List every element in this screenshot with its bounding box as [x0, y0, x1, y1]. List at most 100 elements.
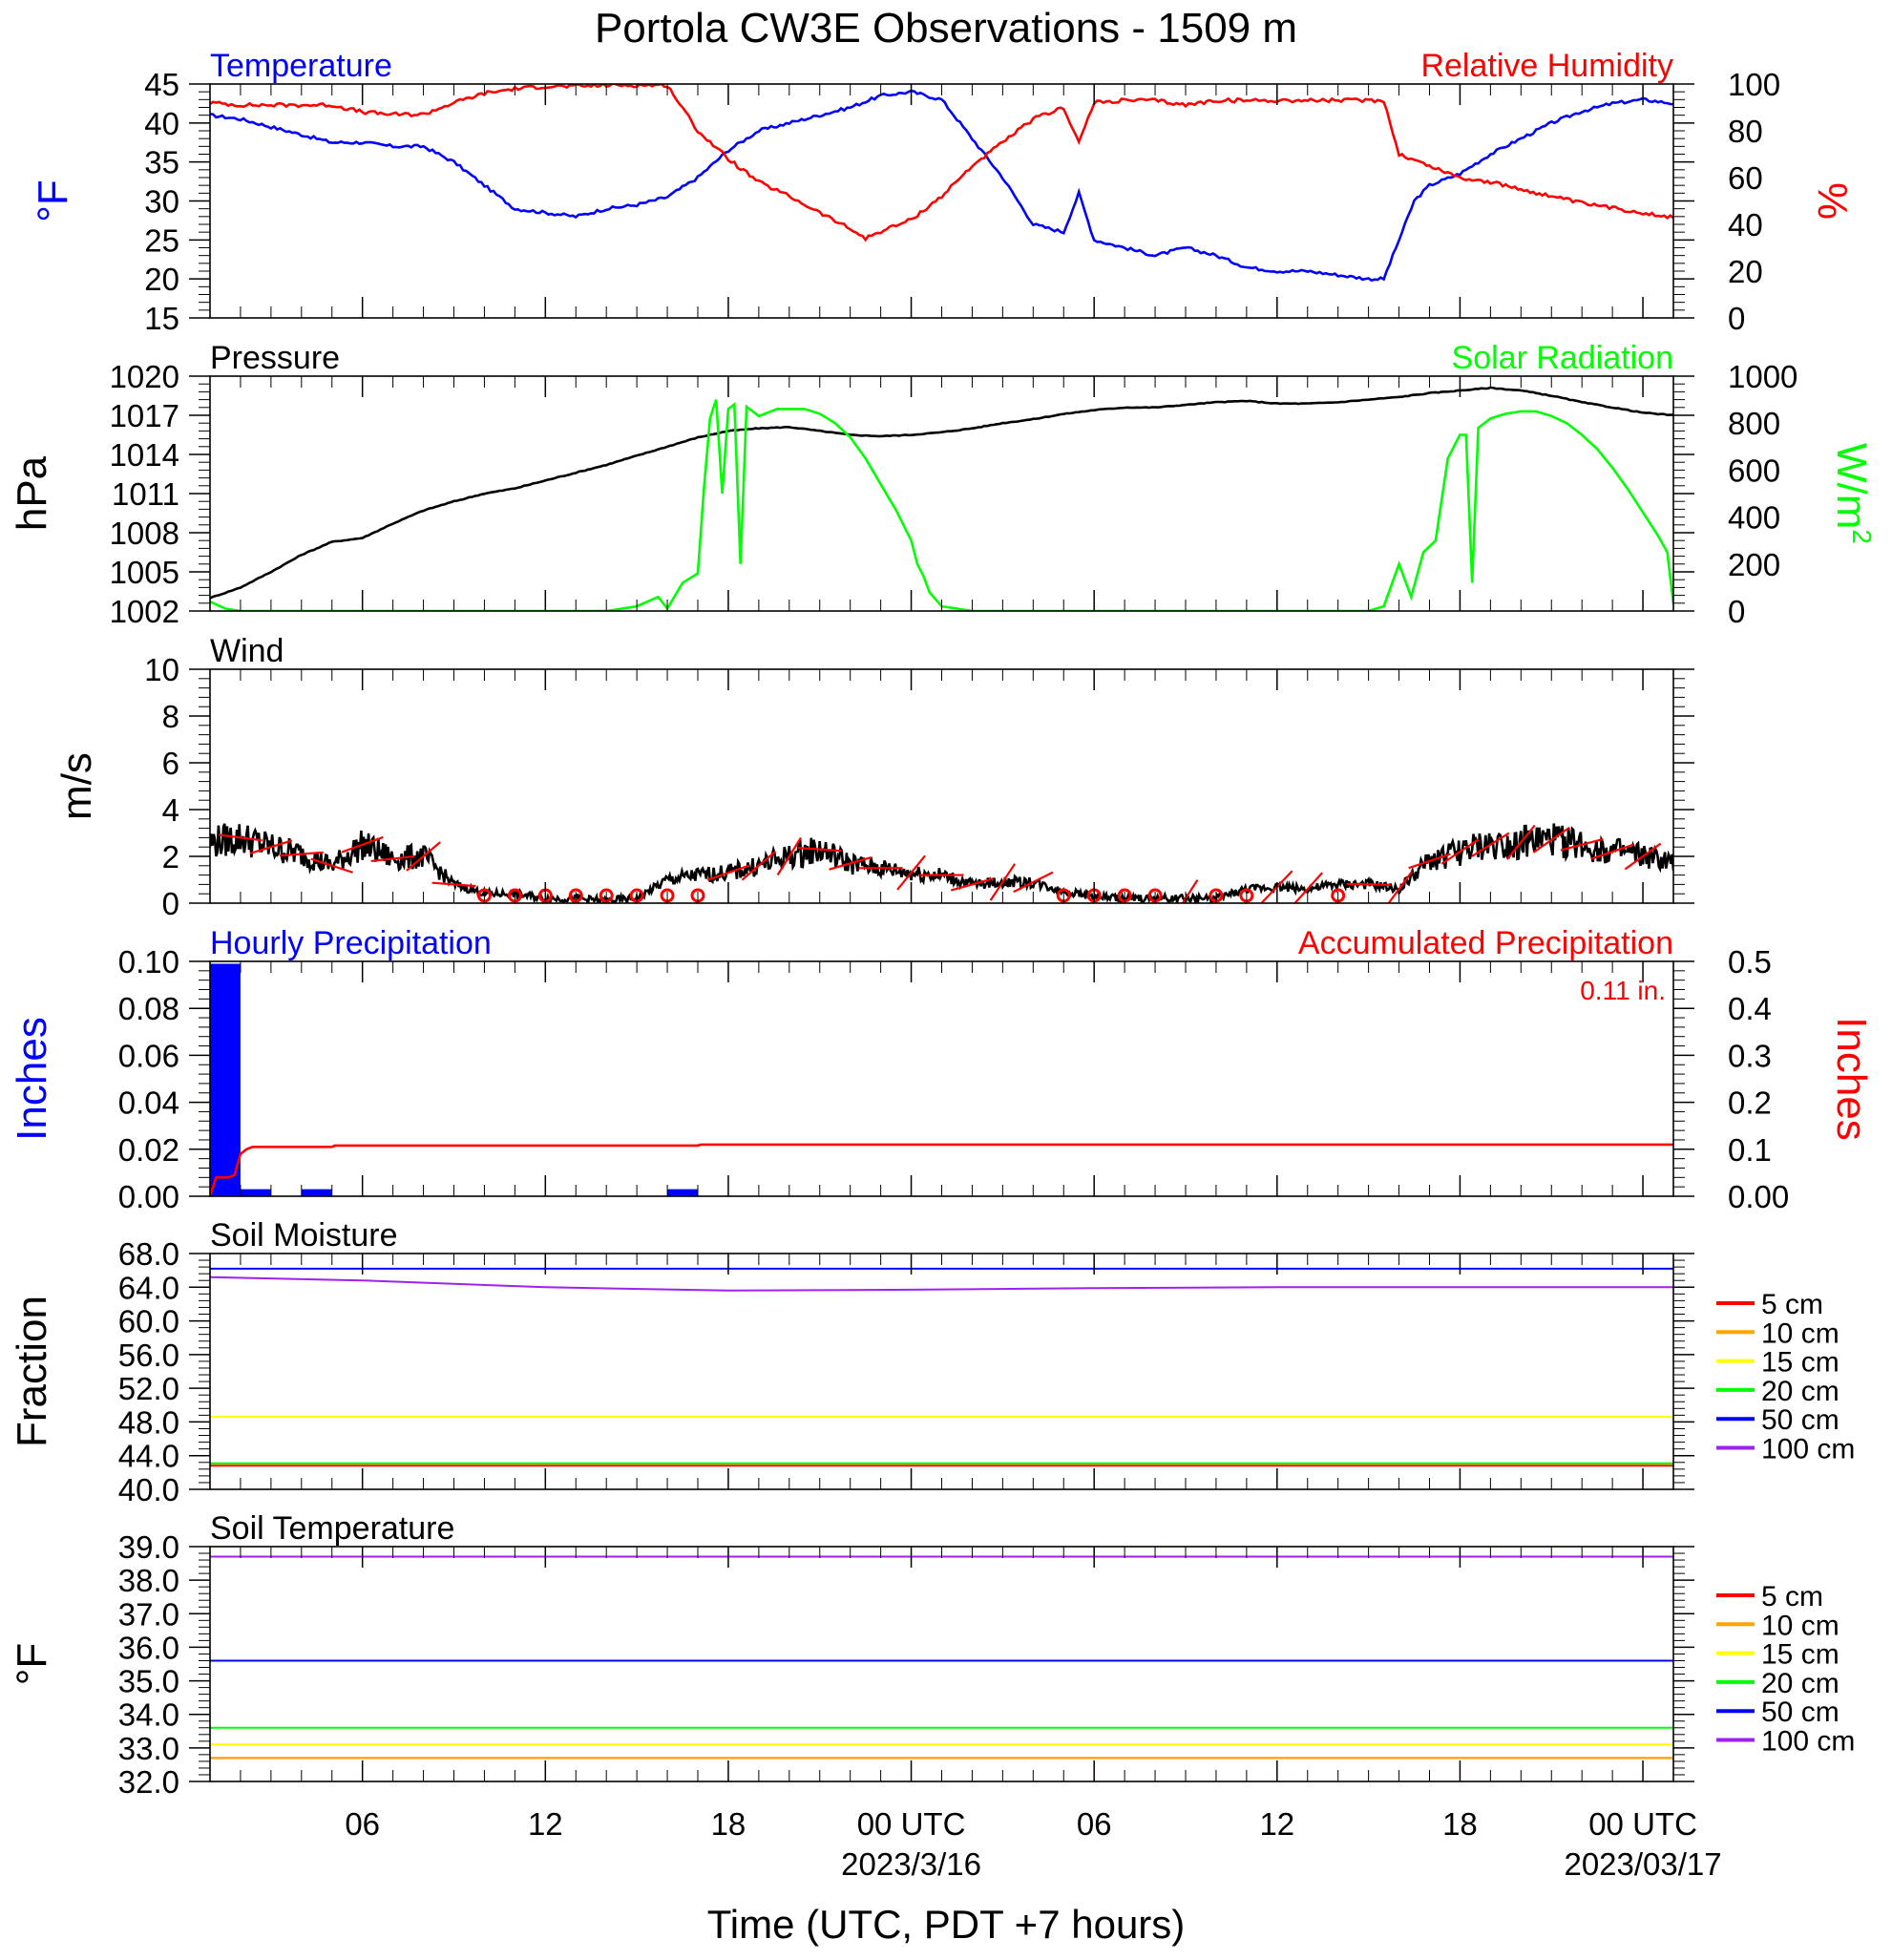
wind-barb	[706, 864, 750, 881]
wind-barb	[896, 854, 926, 891]
y-tick-label-left: 45	[144, 67, 179, 102]
legend-label: 50 cm	[1761, 1697, 1839, 1728]
y-tick-label-left: 1008	[110, 516, 179, 551]
legend-label: 20 cm	[1761, 1376, 1839, 1407]
wind-barb	[1013, 871, 1054, 894]
x-tick-label: 12	[528, 1806, 563, 1842]
y-axis-label-left: hPa	[9, 455, 55, 531]
precip-bar	[667, 1189, 698, 1196]
wind-barb	[989, 863, 1017, 901]
y-tick-label-left: 33.0	[118, 1731, 179, 1766]
wind-barb	[1560, 837, 1604, 852]
y-tick-label-left: 32.0	[118, 1764, 179, 1800]
wind-barb	[249, 839, 293, 855]
y-tick-label-right: 60	[1728, 160, 1763, 196]
panel-frame	[209, 375, 1674, 612]
y-tick-label-left: 0.08	[118, 991, 179, 1026]
legend-label: 20 cm	[1761, 1668, 1839, 1699]
wind-barb	[1624, 842, 1662, 871]
y-axis-label-left: °F	[30, 179, 76, 221]
legend-label: 10 cm	[1761, 1610, 1839, 1641]
wind-barb	[1387, 871, 1414, 903]
panel-title-left: Soil Temperature	[210, 1510, 454, 1547]
wind-barb	[1293, 872, 1323, 903]
wind-barb	[1532, 826, 1570, 854]
wind-barb	[1440, 838, 1480, 865]
panel-title-right: Accumulated Precipitation	[1298, 925, 1673, 961]
y-tick-label-left: 34.0	[118, 1697, 179, 1733]
accumulated-total-label: 0.11 in.	[1580, 976, 1666, 1005]
x-tick-label: 00 UTC	[857, 1806, 966, 1842]
y-tick-label-left: 4	[162, 792, 179, 828]
panel-frame	[209, 1546, 1674, 1782]
series-line-wind	[210, 823, 1673, 903]
y-tick-label-left: 52.0	[118, 1371, 179, 1406]
wind-barb	[829, 855, 872, 871]
y-tick-label-right: 0	[1728, 594, 1745, 629]
series-line-pressure	[210, 386, 1673, 600]
y-tick-label-left: 20	[144, 262, 179, 297]
y-tick-label-right: 400	[1728, 500, 1780, 536]
plot-area-pressure_solar	[210, 386, 1673, 611]
wind-barb	[431, 881, 476, 888]
panel-title-left: Wind	[210, 633, 284, 669]
y-tick-label-left: 39.0	[118, 1529, 179, 1565]
panel-precip: 0.00 0.02 0.04 0.06 0.08 0.10 0.00 0.1 0.2 0.3 0.4…	[9, 925, 1875, 1214]
panel-title-left: Soil Moisture	[210, 1217, 398, 1254]
y-tick-label-left: 0.10	[118, 944, 179, 980]
y-tick-label-left: 40.0	[118, 1472, 179, 1507]
y-tick-label-left: 1011	[112, 476, 179, 512]
precip-bar	[240, 1189, 271, 1196]
panel-frame	[209, 668, 1674, 904]
wind-barb	[370, 854, 415, 863]
y-tick-label-left: 8	[162, 699, 179, 734]
series-line-solar-radiation	[210, 399, 1673, 611]
y-tick-label-right: 80	[1728, 114, 1763, 149]
y-tick-label-left: 35	[144, 145, 179, 180]
y-tick-label-left: 56.0	[118, 1338, 179, 1373]
wind-barb	[218, 833, 263, 842]
y-axis-label-right: Inches	[1828, 1017, 1875, 1141]
y-axis-label-left: m/s	[53, 752, 100, 820]
wind-barb	[741, 851, 777, 881]
y-tick-label-left: 0.02	[118, 1132, 179, 1168]
plot-area-soil_moisture	[210, 1267, 1673, 1467]
series-line-100-cm	[210, 1275, 1673, 1292]
precip-bar	[301, 1189, 332, 1196]
plot-area-soil_temperature	[210, 1555, 1673, 1760]
x-tick-label: 06	[345, 1806, 380, 1842]
wind-barb	[950, 877, 994, 892]
legend-label: 100 cm	[1761, 1434, 1855, 1465]
y-tick-label-right: 600	[1728, 453, 1780, 488]
y-tick-label-left: 2	[162, 839, 179, 875]
wind-barb	[1505, 824, 1536, 860]
panel-frame	[209, 960, 1674, 1197]
y-tick-label-right: 0	[1728, 301, 1745, 336]
wind-barb	[776, 836, 802, 876]
y-axis-label-right-superscript: 2	[1847, 529, 1877, 544]
legend-label: 50 cm	[1761, 1404, 1839, 1436]
y-axis-label-left: Inches	[9, 1017, 55, 1141]
y-tick-label-left: 36.0	[118, 1630, 179, 1665]
y-tick-label-right: 200	[1728, 547, 1780, 582]
panel-title-left: Hourly Precipitation	[210, 925, 492, 961]
y-tick-label-right: 0.4	[1728, 991, 1772, 1026]
panel-title-right: Relative Humidity	[1420, 48, 1673, 84]
y-tick-label-left: 1014	[110, 437, 179, 473]
y-tick-label-right: 100	[1728, 67, 1780, 102]
y-tick-label-left: 68.0	[118, 1236, 179, 1272]
y-tick-label-left: 25	[144, 222, 179, 258]
y-tick-label-left: 1017	[110, 398, 179, 433]
y-axis-label-left: °F	[9, 1643, 55, 1685]
panel-frame	[209, 83, 1674, 319]
y-tick-label-right: 1000	[1728, 359, 1797, 394]
wind-barb	[1408, 853, 1451, 870]
y-tick-label-left: 64.0	[118, 1270, 179, 1305]
x-tick-label: 18	[1442, 1806, 1478, 1842]
wind-barb	[279, 851, 324, 857]
y-axis-label-right: W/m2	[1828, 443, 1877, 544]
wind-barb	[1471, 832, 1510, 857]
